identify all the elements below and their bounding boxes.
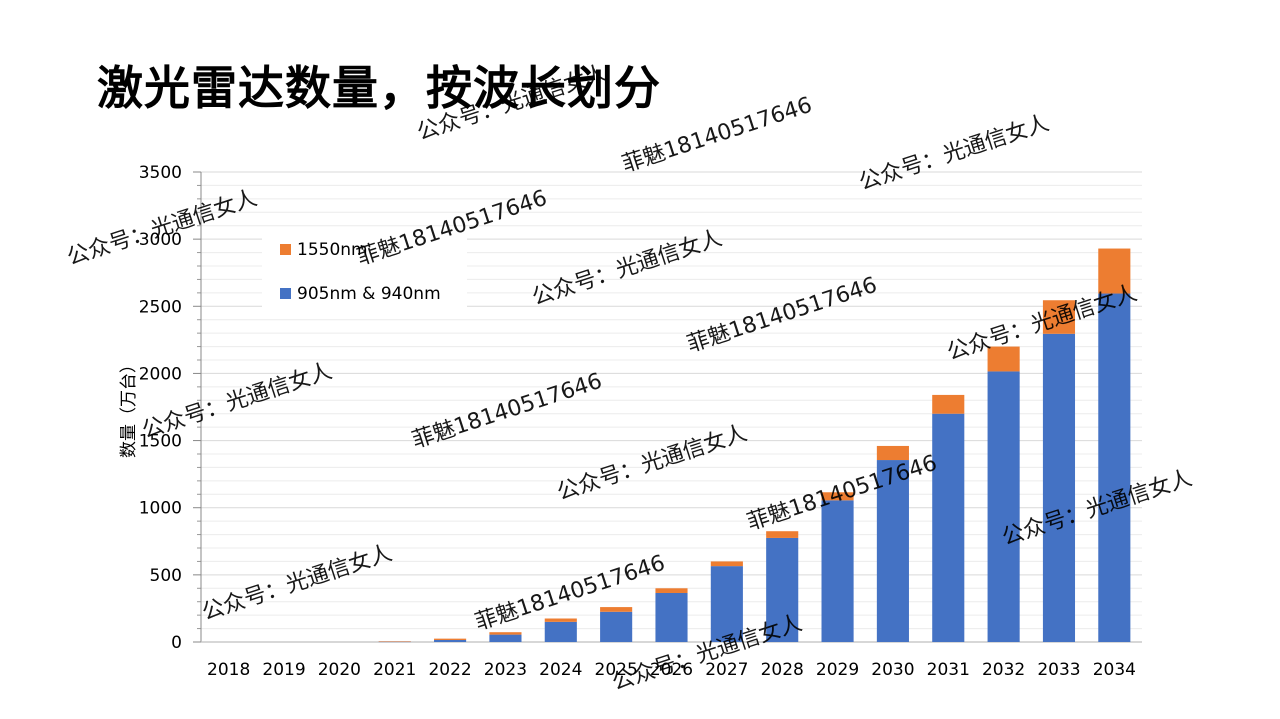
bar-segment	[655, 588, 688, 593]
x-tick-label: 2020	[318, 660, 361, 680]
legend-label: 905nm & 940nm	[297, 284, 441, 304]
y-axis-title: 数量（万台）	[119, 356, 139, 458]
x-tick-label: 2029	[816, 660, 859, 680]
bar-segment	[1098, 248, 1131, 294]
x-tick-label: 2034	[1093, 660, 1136, 680]
bar-segment	[489, 632, 522, 635]
bar-segment	[766, 531, 799, 538]
x-tick-label: 2026	[650, 660, 693, 680]
bar-segment	[821, 500, 854, 642]
bar-segment	[876, 445, 909, 461]
tick-labels: 0 500 1000 1500 2000 2500 3000 3500 2018 2019 2020…	[139, 163, 1136, 680]
y-tick-label: 3500	[139, 163, 182, 183]
bar-segment	[876, 460, 909, 642]
x-tick-label: 2018	[207, 660, 250, 680]
bar-segment	[544, 618, 577, 622]
x-tick-label: 2031	[927, 660, 970, 680]
y-tick-label: 2000	[139, 364, 182, 384]
bar-segment	[1042, 300, 1076, 334]
bar-segment	[987, 371, 1020, 642]
x-tick-label: 2033	[1037, 660, 1080, 680]
x-tick-label: 2023	[484, 660, 527, 680]
bar-segment	[600, 611, 633, 642]
x-tick-label: 2027	[705, 660, 748, 680]
watermark-text: 公众号：光通信女人	[529, 226, 725, 311]
bar-segment	[932, 413, 965, 642]
bar-segment	[600, 607, 633, 612]
watermark-text: 公众号：光通信女人	[856, 111, 1052, 196]
legend-box	[262, 230, 467, 316]
y-tick-label: 0	[171, 633, 182, 653]
watermark-text: 公众号：光通信女人	[999, 466, 1195, 551]
bar-segment	[932, 394, 965, 414]
legend-label: 1550nm	[297, 240, 368, 260]
x-tick-label: 2022	[428, 660, 471, 680]
x-tick-label: 2025	[595, 660, 638, 680]
watermark-text: 公众号：光通信女人	[414, 61, 610, 146]
bar-segment	[1098, 293, 1131, 642]
y-tick-label: 3000	[139, 230, 182, 250]
legend-swatch	[280, 288, 291, 299]
bar-segment	[987, 346, 1020, 372]
bars	[378, 248, 1131, 643]
bar-segment	[766, 537, 799, 642]
legend: 1550nm 905nm & 940nm	[262, 230, 467, 316]
watermark-text: 公众号：光通信女人	[609, 611, 805, 696]
bar-segment	[544, 621, 577, 642]
bar-segment	[434, 639, 467, 642]
x-tick-label: 2028	[761, 660, 804, 680]
x-tick-label: 2032	[982, 660, 1025, 680]
x-tick-label: 2021	[373, 660, 416, 680]
watermark-text: 公众号：光通信女人	[554, 421, 750, 506]
slide-title: 激光雷达数量，按波长划分	[97, 61, 661, 115]
watermark-text: 菲魅18140517646	[684, 273, 880, 358]
bar-segment	[1042, 333, 1076, 642]
bar-segment	[655, 592, 688, 642]
bar-segment	[378, 641, 411, 643]
watermark-text: 公众号：光通信女人	[64, 186, 260, 271]
watermarks: 公众号：光通信女人公众号：光通信女人公众号：光通信女人菲魅18140517646…	[64, 61, 1195, 696]
bar-segment	[378, 641, 411, 642]
y-tick-label: 500	[150, 566, 182, 586]
x-tick-label: 2019	[262, 660, 305, 680]
y-tick-label: 1500	[139, 432, 182, 452]
x-tick-label: 2024	[539, 660, 582, 680]
watermark-text: 菲魅18140517646	[619, 93, 815, 178]
bar-segment	[710, 566, 743, 642]
bar-segment	[821, 492, 854, 501]
grid-lines	[201, 171, 1142, 630]
bar-segment	[489, 634, 522, 642]
y-tick-label: 2500	[139, 297, 182, 317]
bar-segment	[710, 561, 743, 567]
legend-swatch	[280, 244, 291, 255]
bar-segment	[434, 638, 467, 640]
y-tick-label: 1000	[139, 499, 182, 519]
watermark-text: 公众号：光通信女人	[199, 541, 395, 626]
x-tick-label: 2030	[871, 660, 914, 680]
